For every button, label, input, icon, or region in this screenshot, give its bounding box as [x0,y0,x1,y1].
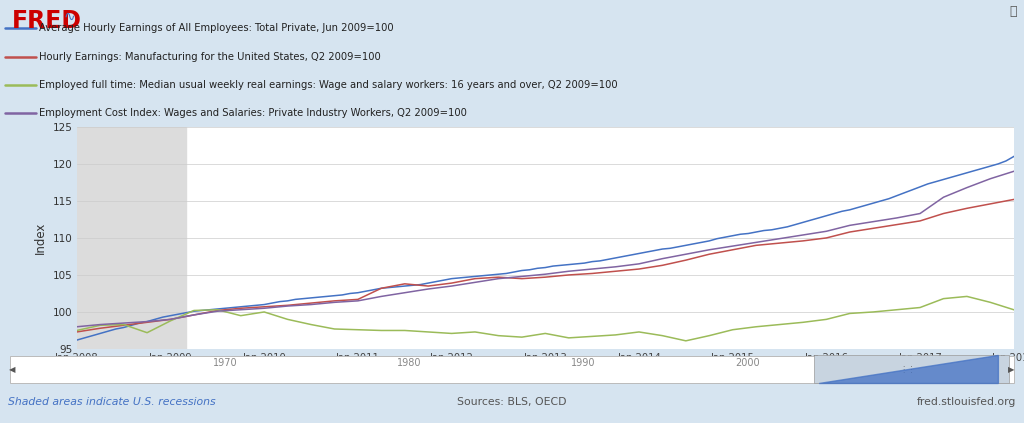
Text: ⋮⋮: ⋮⋮ [899,365,915,374]
Text: Employed full time: Median usual weekly real earnings: Wage and salary workers: : Employed full time: Median usual weekly … [39,80,617,90]
FancyBboxPatch shape [10,356,1014,383]
Text: ⤢: ⤢ [1010,5,1017,18]
Text: 1980: 1980 [397,358,422,368]
FancyBboxPatch shape [814,355,1009,384]
Y-axis label: Index: Index [34,222,47,254]
Text: Employment Cost Index: Wages and Salaries: Private Industry Workers, Q2 2009=100: Employment Cost Index: Wages and Salarie… [39,107,467,118]
Text: Hourly Earnings: Manufacturing for the United States, Q2 2009=100: Hourly Earnings: Manufacturing for the U… [39,52,381,62]
Text: 1990: 1990 [571,358,596,368]
Text: Shaded areas indicate U.S. recessions: Shaded areas indicate U.S. recessions [8,397,216,407]
Text: ∿: ∿ [63,9,75,23]
Bar [77,127,186,349]
Polygon shape [819,355,998,384]
Text: FRED: FRED [12,9,82,33]
Text: Average Hourly Earnings of All Employees: Total Private, Jun 2009=100: Average Hourly Earnings of All Employees… [39,23,393,33]
Text: 2000: 2000 [735,358,760,368]
Text: Sources: BLS, OECD: Sources: BLS, OECD [458,397,566,407]
Text: ◀: ◀ [9,365,15,374]
Text: ▶: ▶ [1009,365,1015,374]
Text: 1970: 1970 [213,358,238,368]
Text: fred.stlouisfed.org: fred.stlouisfed.org [916,397,1016,407]
